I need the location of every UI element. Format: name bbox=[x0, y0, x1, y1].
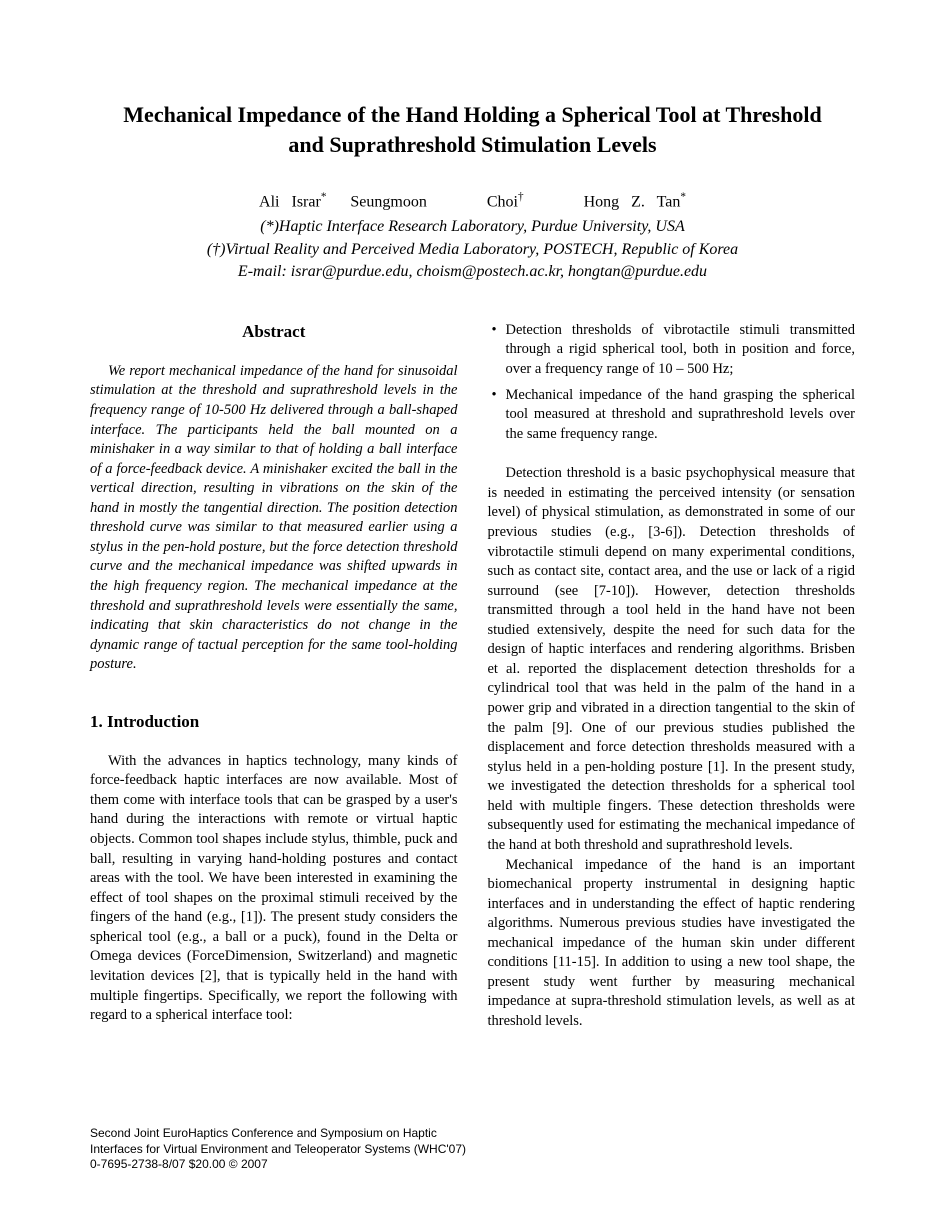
author-emails: E-mail: israr@purdue.edu, choism@postech… bbox=[90, 263, 855, 281]
abstract-text: We report mechanical impedance of the ha… bbox=[90, 362, 458, 675]
bullet-text-2: Mechanical impedance of the hand graspin… bbox=[506, 386, 856, 445]
bullet-marker-icon: • bbox=[488, 321, 506, 380]
intro-paragraph: With the advances in haptics technology,… bbox=[90, 752, 458, 1026]
right-paragraph-2: Mechanical impedance of the hand is an i… bbox=[488, 856, 856, 1032]
bullet-text-1: Detection thresholds of vibrotactile sti… bbox=[506, 321, 856, 380]
affiliation-2: (†)Virtual Reality and Perceived Media L… bbox=[90, 239, 855, 261]
footer-line-1: Second Joint EuroHaptics Conference and … bbox=[90, 1126, 466, 1142]
author-list: Ali Israr* Seungmoon Choi† Hong Z. Tan* bbox=[90, 191, 855, 211]
right-column: • Detection thresholds of vibrotactile s… bbox=[488, 321, 856, 1032]
left-column: Abstract We report mechanical impedance … bbox=[90, 321, 458, 1032]
paper-title: Mechanical Impedance of the Hand Holding… bbox=[90, 100, 855, 159]
bullet-marker-icon: • bbox=[488, 386, 506, 445]
two-column-body: Abstract We report mechanical impedance … bbox=[90, 321, 855, 1032]
footer-line-2: Interfaces for Virtual Environment and T… bbox=[90, 1142, 466, 1158]
abstract-heading: Abstract bbox=[90, 321, 458, 344]
footer-line-3: 0-7695-2738-8/07 $20.00 © 2007 bbox=[90, 1157, 466, 1173]
bullet-item-1: • Detection thresholds of vibrotactile s… bbox=[488, 321, 856, 380]
section-1-heading: 1. Introduction bbox=[90, 711, 458, 734]
right-paragraph-1: Detection threshold is a basic psychophy… bbox=[488, 464, 856, 855]
affiliation-1: (*)Haptic Interface Research Laboratory,… bbox=[90, 216, 855, 238]
conference-footer: Second Joint EuroHaptics Conference and … bbox=[90, 1126, 466, 1173]
bullet-item-2: • Mechanical impedance of the hand grasp… bbox=[488, 386, 856, 445]
